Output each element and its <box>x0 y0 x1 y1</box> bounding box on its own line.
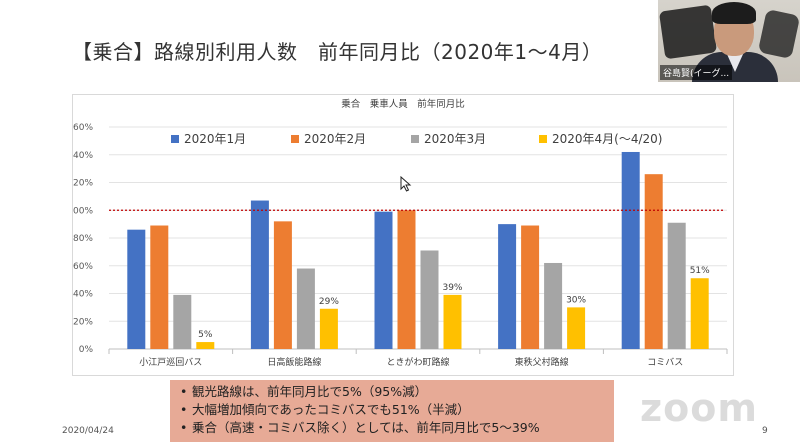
legend-label: 2020年3月 <box>424 132 486 146</box>
bar-chart: 乗合 乗車人員 前年同月比 0% 20% 40% 60% 80% 100% 120% 140% 1… <box>73 98 728 368</box>
data-label: 30% <box>566 295 586 305</box>
zoom-watermark: zoom <box>640 386 758 430</box>
bar-4 <box>690 278 709 349</box>
summary-box: 観光路線は、前年同月比で5%（95%減） 大幅増加傾向であったコミバスでも51%… <box>170 380 614 442</box>
chart-area: 乗合 乗車人員 前年同月比 0% 20% 40% 60% 80% 100% 120% 140% 1… <box>72 94 734 376</box>
bar-4 <box>319 308 338 349</box>
webcam-video-tile[interactable]: 谷島賢(イーグ... <box>658 0 800 82</box>
bar-3 <box>420 250 439 349</box>
bar-3 <box>173 294 192 349</box>
y-tick-label: 140% <box>73 151 93 161</box>
slide-title: 【乗合】路線別利用人数 前年同月比（2020年1～4月） <box>72 40 603 64</box>
legend-swatch <box>291 135 299 143</box>
y-tick-label: 160% <box>73 123 93 133</box>
x-category-label: コミバス <box>647 357 683 368</box>
bar-3 <box>667 222 686 349</box>
data-label: 5% <box>198 330 213 340</box>
x-category-label: 東秩父村路線 <box>515 356 569 368</box>
data-label: 39% <box>442 283 462 293</box>
bar-1 <box>127 229 146 349</box>
slide-page-number: 9 <box>762 426 768 436</box>
bar-4 <box>567 307 586 349</box>
bar-3 <box>296 268 315 349</box>
person-hair <box>712 2 756 24</box>
y-tick-label: 120% <box>73 179 93 189</box>
y-tick-label: 100% <box>73 206 93 216</box>
bar-2 <box>521 225 540 349</box>
bar-2 <box>397 210 416 349</box>
bar-4 <box>196 342 215 349</box>
data-label: 29% <box>319 297 339 307</box>
y-tick-label: 80% <box>73 234 93 244</box>
y-tick-label: 40% <box>73 290 93 300</box>
legend-label: 2020年2月 <box>304 132 366 146</box>
legend-swatch <box>539 135 547 143</box>
bar-1 <box>498 224 517 349</box>
y-tick-label: 0% <box>79 345 94 355</box>
x-category-label: 日高飯能路線 <box>267 356 321 368</box>
bar-1 <box>374 211 393 349</box>
legend-label: 2020年1月 <box>184 132 246 146</box>
x-category-label: 小江戸巡回バス <box>139 357 202 368</box>
legend-swatch <box>411 135 419 143</box>
participant-name-label: 谷島賢(イーグ... <box>660 65 733 80</box>
summary-bullet: 観光路線は、前年同月比で5%（95%減） <box>180 383 606 401</box>
summary-bullet: 大幅増加傾向であったコミバスでも51%（半減） <box>180 401 606 419</box>
legend-swatch <box>171 135 179 143</box>
calligraphy-backdrop <box>658 4 718 60</box>
data-label: 51% <box>690 266 710 276</box>
bar-1 <box>621 151 640 349</box>
bar-1 <box>250 200 269 349</box>
mouse-cursor-icon <box>400 176 412 192</box>
bar-2 <box>273 221 292 349</box>
chart-title: 乗合 乗車人員 前年同月比 <box>341 98 465 110</box>
legend-label: 2020年4月(～4/20) <box>552 132 663 146</box>
bar-4 <box>443 294 462 349</box>
y-tick-label: 60% <box>73 262 93 272</box>
bar-2 <box>150 225 169 349</box>
x-category-label: ときがわ町路線 <box>386 356 449 368</box>
slide-date: 2020/04/24 <box>62 426 114 436</box>
bar-3 <box>544 262 563 349</box>
y-tick-label: 20% <box>73 317 93 327</box>
bar-2 <box>644 174 663 349</box>
summary-bullet: 乗合（高速・コミバス除く）としては、前年同月比で5～39% <box>180 419 606 437</box>
